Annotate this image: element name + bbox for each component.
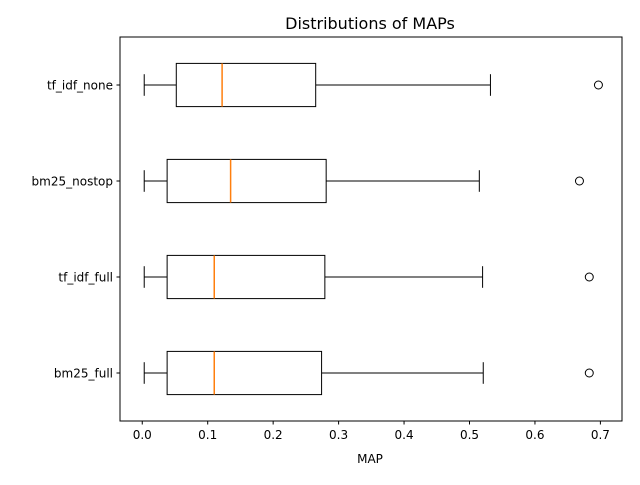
x-tick-label: 0.6 <box>525 428 544 442</box>
outlier-point <box>574 176 584 186</box>
chart-title: Distributions of MAPs <box>285 14 455 33</box>
plot-frame <box>119 36 623 422</box>
box-group-tf-idf-none <box>143 62 603 108</box>
y-tick-label: tf_idf_none <box>47 79 113 93</box>
y-tick-label: bm25_nostop <box>32 175 113 189</box>
outlier-point <box>593 80 603 90</box>
x-tick-label: 0.4 <box>395 428 414 442</box>
box-group-bm25-nostop <box>143 158 584 204</box>
iqr-box <box>166 350 323 396</box>
chart-marks <box>143 62 603 396</box>
x-tick-label: 0.2 <box>264 428 283 442</box>
y-tick-label: tf_idf_full <box>58 271 113 285</box>
x-tick-label: 0.5 <box>460 428 479 442</box>
outlier-point <box>584 272 594 282</box>
x-tick-label: 0.1 <box>198 428 217 442</box>
y-tick-label: bm25_full <box>54 367 113 381</box>
iqr-box <box>166 158 327 204</box>
x-tick-label: 0.3 <box>329 428 348 442</box>
iqr-box <box>166 254 326 300</box>
x-tick-label: 0.7 <box>591 428 610 442</box>
iqr-box <box>175 62 317 108</box>
chart-axes: tf_idf_none bm25_nostop tf_idf_full bm25_fu… <box>32 36 623 442</box>
outlier-point <box>584 368 594 378</box>
x-tick-label: 0.0 <box>133 428 152 442</box>
box-group-bm25-full <box>143 350 594 396</box>
x-axis-label: MAP <box>357 452 383 466</box>
box-group-tf-idf-full <box>143 254 594 300</box>
